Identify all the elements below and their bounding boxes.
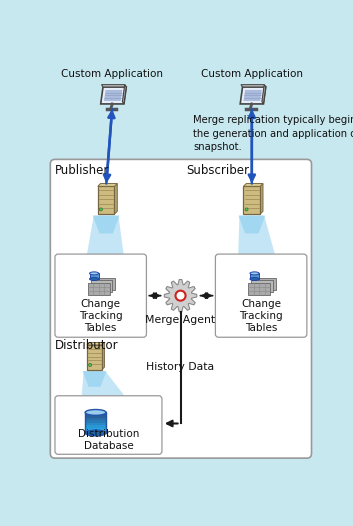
Polygon shape <box>114 184 117 214</box>
Polygon shape <box>238 216 275 254</box>
Bar <box>91 280 113 292</box>
Bar <box>85 425 106 428</box>
Bar <box>85 415 106 418</box>
Text: Publisher: Publisher <box>55 164 109 177</box>
FancyBboxPatch shape <box>55 396 162 454</box>
Polygon shape <box>102 342 104 370</box>
Polygon shape <box>238 216 265 234</box>
Polygon shape <box>98 184 117 186</box>
Polygon shape <box>101 85 126 87</box>
Bar <box>94 278 115 289</box>
Polygon shape <box>122 85 126 104</box>
Ellipse shape <box>90 272 98 275</box>
Bar <box>85 412 106 416</box>
Bar <box>85 428 106 431</box>
Text: History Data: History Data <box>146 362 215 372</box>
Bar <box>251 280 273 292</box>
Bar <box>250 274 259 279</box>
Ellipse shape <box>175 291 186 301</box>
Polygon shape <box>82 371 125 396</box>
Polygon shape <box>244 90 262 101</box>
Polygon shape <box>93 216 120 234</box>
Polygon shape <box>262 85 266 104</box>
Bar <box>85 418 106 420</box>
Bar <box>90 274 98 279</box>
Polygon shape <box>101 87 126 104</box>
Text: Change
Tracking
Tables: Change Tracking Tables <box>239 299 283 333</box>
Bar <box>85 420 106 423</box>
FancyBboxPatch shape <box>215 254 307 337</box>
FancyBboxPatch shape <box>55 254 146 337</box>
Bar <box>244 186 260 214</box>
Text: Custom Application: Custom Application <box>61 69 163 79</box>
Polygon shape <box>240 87 266 104</box>
Circle shape <box>245 208 248 211</box>
Text: Distributor: Distributor <box>55 339 119 352</box>
Text: Merge Agent: Merge Agent <box>145 315 216 325</box>
Ellipse shape <box>250 278 259 280</box>
Bar <box>87 345 102 370</box>
Polygon shape <box>164 279 197 312</box>
Bar <box>85 423 106 426</box>
Polygon shape <box>104 90 122 101</box>
Bar <box>249 283 270 295</box>
Ellipse shape <box>250 272 259 275</box>
Polygon shape <box>87 342 104 345</box>
Polygon shape <box>241 85 266 87</box>
Bar <box>98 186 114 214</box>
Bar <box>85 412 106 433</box>
Polygon shape <box>87 216 124 254</box>
Ellipse shape <box>85 430 106 436</box>
Bar <box>85 430 106 433</box>
FancyBboxPatch shape <box>50 159 311 458</box>
Polygon shape <box>260 184 263 214</box>
Circle shape <box>89 363 92 367</box>
Ellipse shape <box>90 278 98 280</box>
Text: Subscriber: Subscriber <box>186 164 249 177</box>
Text: Change
Tracking
Tables: Change Tracking Tables <box>79 299 122 333</box>
Polygon shape <box>83 371 106 387</box>
Text: Merge replication typically begins with
the generation and application of the
sn: Merge replication typically begins with … <box>193 116 353 152</box>
Polygon shape <box>244 184 263 186</box>
Circle shape <box>99 208 102 211</box>
Bar <box>88 283 110 295</box>
Bar <box>254 278 276 289</box>
Text: Custom Application: Custom Application <box>201 69 303 79</box>
Ellipse shape <box>85 410 106 416</box>
Text: Distribution
Database: Distribution Database <box>78 429 139 451</box>
